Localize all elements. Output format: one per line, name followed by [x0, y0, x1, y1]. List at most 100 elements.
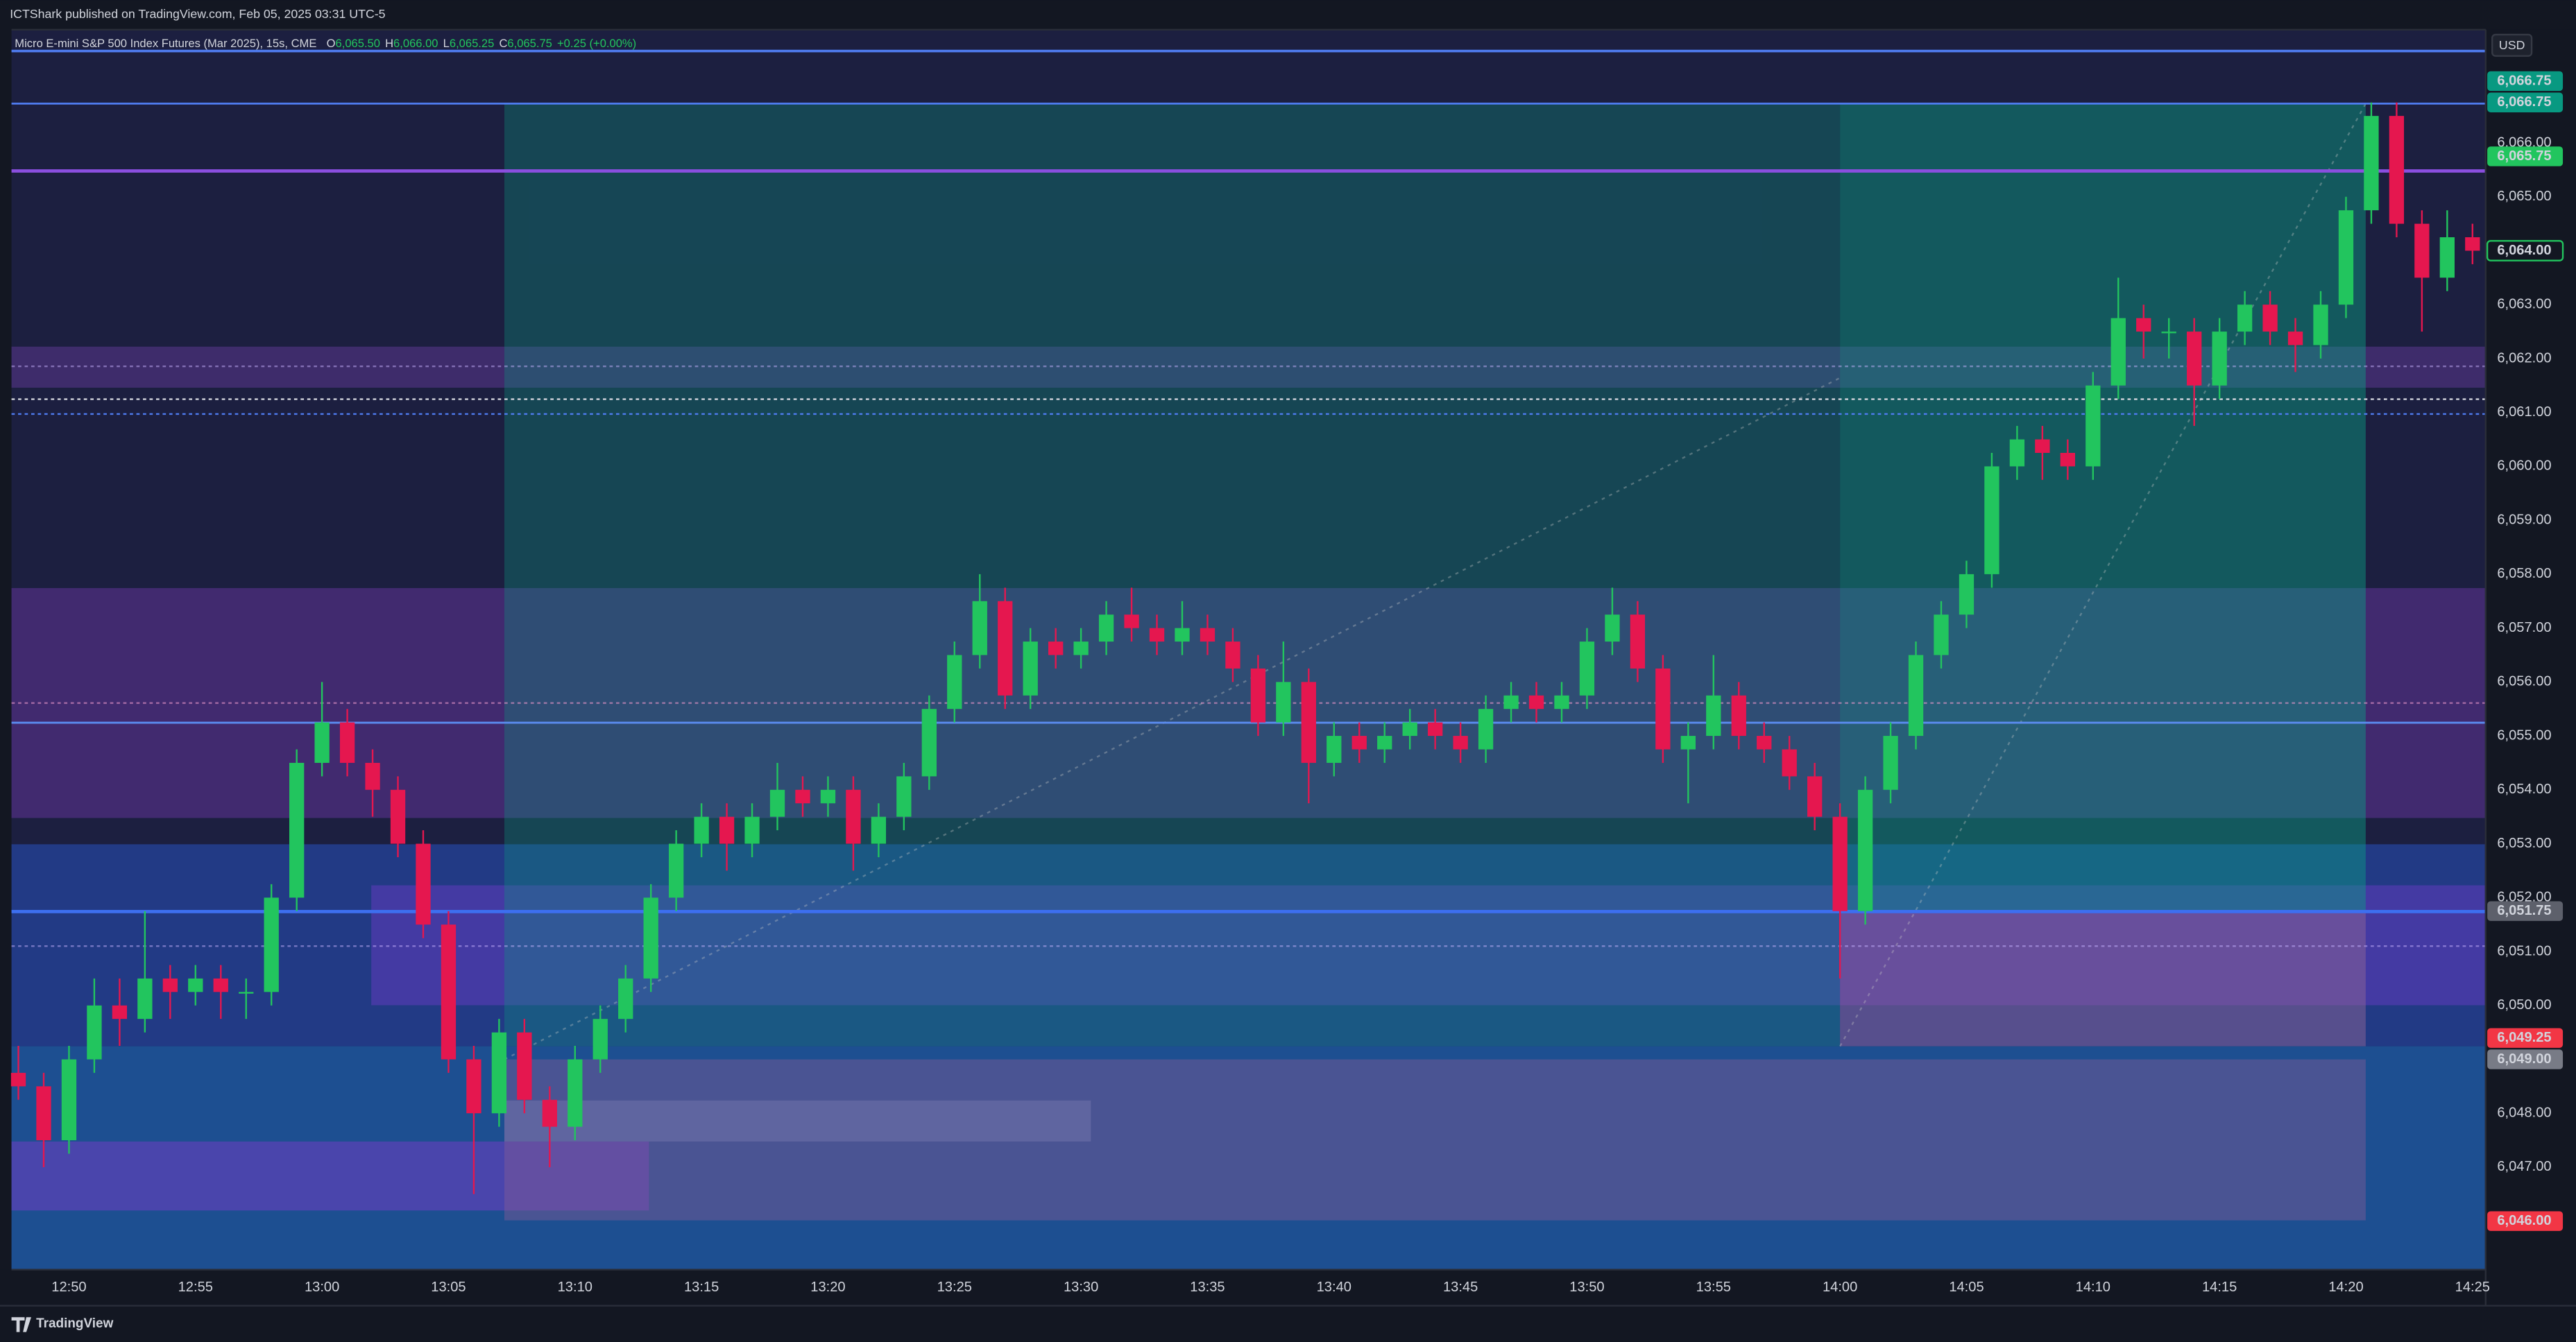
candle-body — [1832, 816, 1848, 911]
candle-body — [1402, 722, 1417, 737]
candle-body — [1149, 628, 1165, 642]
candle-body — [1377, 736, 1392, 750]
candle-body — [1175, 628, 1190, 642]
candle-body — [2465, 237, 2480, 251]
candle-body — [2338, 210, 2354, 305]
zone — [11, 346, 2486, 388]
candle-body — [1453, 736, 1468, 750]
candle-body — [1327, 736, 1342, 763]
candle-body — [517, 1032, 532, 1100]
legend-change: +0.25 (+0.00%) — [557, 37, 636, 50]
legend-value: 6,065.25 — [450, 37, 494, 50]
candle-body — [1807, 776, 1823, 817]
candle-body — [2237, 304, 2253, 332]
candle-body — [1908, 655, 1924, 737]
candle-body — [289, 762, 305, 898]
candle-body — [1554, 695, 1569, 709]
price-tag-label: 6,049.25 — [2497, 1030, 2551, 1045]
y-tick-label: 6,056.00 — [2497, 674, 2551, 689]
price-tag — [2487, 146, 2564, 166]
candle-body — [1428, 722, 1443, 737]
candle-body — [618, 978, 633, 1020]
price-tag — [2487, 1211, 2564, 1231]
x-tick-label: 13:15 — [684, 1280, 719, 1295]
y-tick-label: 6,057.00 — [2497, 620, 2551, 635]
y-tick-label: 6,058.00 — [2497, 566, 2551, 581]
legend-value: 6,065.50 — [336, 37, 380, 50]
candle-body — [694, 816, 709, 844]
candle-body — [239, 992, 254, 994]
candle-body — [2287, 332, 2303, 345]
x-tick-label: 13:40 — [1317, 1280, 1351, 1295]
candle-body — [213, 978, 228, 992]
currency: USD — [2499, 38, 2525, 52]
price-tag-label: 6,046.00 — [2497, 1213, 2551, 1228]
y-tick-label: 6,055.00 — [2497, 728, 2551, 743]
candle-body — [314, 722, 330, 763]
candle-body — [162, 978, 178, 992]
candle-body — [2313, 304, 2328, 345]
price-tag — [2487, 92, 2564, 112]
candle-body — [1276, 682, 1291, 723]
candles — [10, 102, 2480, 1194]
zone — [504, 1100, 1091, 1142]
candle-body — [592, 1019, 608, 1060]
candle-body — [669, 843, 684, 898]
stop-zone — [1840, 911, 2366, 1047]
candle-body — [365, 762, 380, 790]
price-tag — [2487, 71, 2564, 92]
candle-body — [1250, 668, 1266, 723]
price-tag — [2487, 1049, 2564, 1069]
x-tick-label: 13:00 — [305, 1280, 339, 1295]
candle-body — [491, 1032, 507, 1114]
y-tick-label: 6,053.00 — [2497, 836, 2551, 851]
candle-body — [1731, 695, 1746, 737]
candle-body — [1023, 642, 1038, 696]
y-tick-label: 6,063.00 — [2497, 297, 2551, 312]
candle-body — [1048, 642, 1064, 655]
price-tag — [2486, 240, 2564, 261]
candle-body — [339, 722, 355, 763]
x-tick-label: 14:10 — [2076, 1280, 2110, 1295]
candle-body — [1630, 614, 1646, 669]
candle-body — [643, 897, 658, 979]
candle-body — [1883, 736, 1898, 790]
stop-zone — [504, 1059, 2366, 1221]
symbol: Micro E-mini S&P 500 Index Futures (Mar … — [15, 37, 316, 50]
price-tag-label: 6,064.00 — [2497, 243, 2551, 258]
candle-body — [1073, 642, 1089, 655]
x-tick-label: 14:15 — [2202, 1280, 2237, 1295]
x-tick-label: 13:25 — [937, 1280, 972, 1295]
legend-key: H — [385, 37, 393, 50]
candle-body — [2009, 439, 2025, 467]
candle-body — [2364, 116, 2379, 211]
candle-body — [744, 816, 760, 844]
candle-body — [795, 789, 810, 804]
candle-body — [719, 816, 735, 844]
candle-body — [188, 978, 203, 992]
candle-body — [871, 816, 887, 844]
candle-body — [112, 1005, 128, 1020]
candle-body — [2161, 332, 2176, 334]
price-tag — [2487, 1028, 2564, 1048]
target-zone — [1840, 103, 2366, 912]
candle-body — [1528, 695, 1544, 709]
y-tick-label: 6,060.00 — [2497, 458, 2551, 474]
candle-body — [2439, 237, 2455, 278]
candle-body — [896, 776, 912, 817]
x-tick-label: 13:45 — [1443, 1280, 1478, 1295]
candle-body — [947, 655, 962, 709]
candle-body — [1478, 709, 1494, 750]
y-tick-label: 6,054.00 — [2497, 782, 2551, 797]
candle-body — [466, 1059, 481, 1114]
price-tag-label: 6,051.75 — [2497, 903, 2551, 918]
x-tick-label: 13:55 — [1696, 1280, 1731, 1295]
legend-value: 6,065.75 — [507, 37, 552, 50]
candle-body — [416, 843, 431, 925]
candle-body — [921, 709, 937, 777]
trend-line — [504, 377, 1841, 1060]
legend-value: 6,066.00 — [393, 37, 438, 50]
price-tag-label: 6,066.75 — [2497, 73, 2551, 88]
y-tick-label: 6,066.00 — [2497, 135, 2551, 150]
y-tick-label: 6,048.00 — [2497, 1106, 2551, 1121]
